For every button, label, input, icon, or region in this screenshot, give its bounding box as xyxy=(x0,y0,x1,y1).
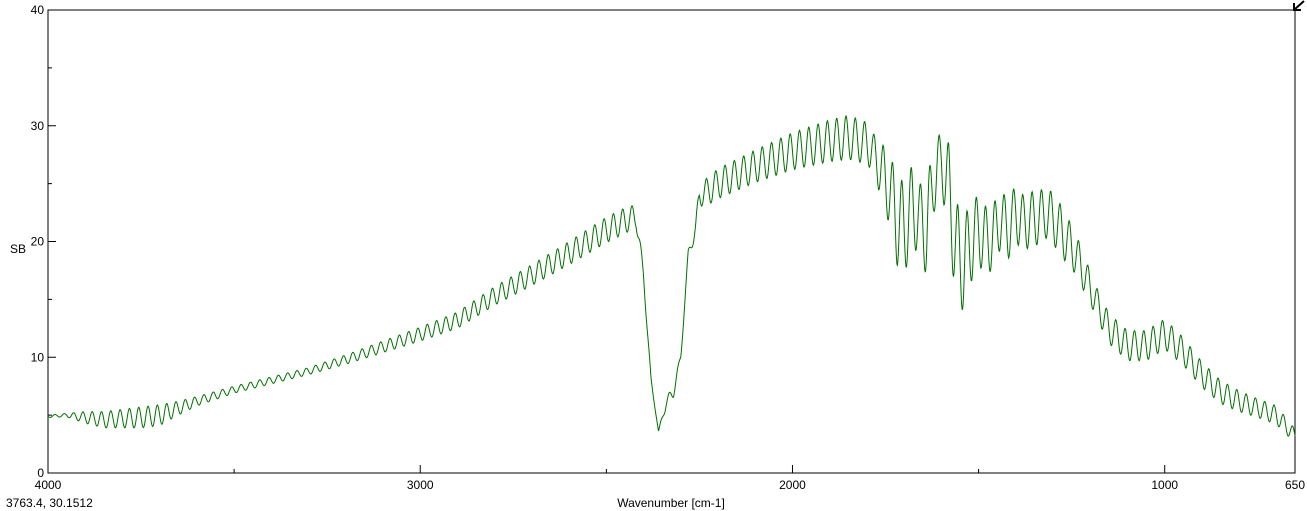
y-axis-ticks: 0 10 20 30 40 xyxy=(31,3,56,480)
x-tick-label: 3000 xyxy=(407,478,434,492)
y-tick-label: 20 xyxy=(31,235,45,249)
x-tick-label: 2000 xyxy=(779,478,806,492)
y-tick-label: 0 xyxy=(37,466,44,480)
y-tick-label: 30 xyxy=(31,119,45,133)
y-tick-label: 40 xyxy=(31,3,45,17)
x-tick-label: 4000 xyxy=(35,478,62,492)
y-tick-label: 10 xyxy=(31,350,45,364)
arrow-down-left-icon[interactable] xyxy=(1292,0,1306,12)
x-tick-label: 1000 xyxy=(1151,478,1178,492)
cursor-readout: 3763.4, 30.1512 xyxy=(6,496,93,510)
x-tick-label: 650 xyxy=(1285,478,1305,492)
x-axis-title: Wavenumber [cm-1] xyxy=(617,496,725,510)
plot-frame xyxy=(47,9,1296,474)
x-axis-ticks: 4000 3000 2000 1000 650 xyxy=(35,465,1305,492)
y-axis-title: SB xyxy=(10,242,26,256)
spectrum-line xyxy=(47,114,1296,437)
